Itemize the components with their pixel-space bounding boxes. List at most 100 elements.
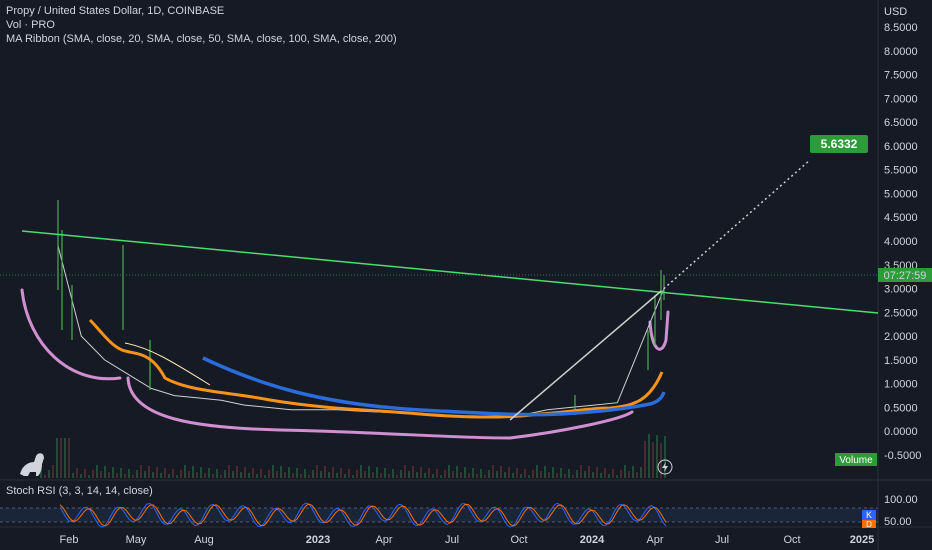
volume-bar bbox=[268, 470, 270, 478]
volume-bar bbox=[284, 472, 286, 478]
annotation-arc-bottom bbox=[126, 376, 634, 440]
volume-bar bbox=[604, 468, 606, 478]
volume-bar bbox=[416, 472, 418, 478]
volume-bar bbox=[544, 466, 546, 478]
volume-bar bbox=[492, 465, 494, 478]
volume-bar bbox=[620, 470, 622, 478]
volume-bar bbox=[308, 475, 310, 478]
volume-bar bbox=[128, 469, 130, 478]
volume-bar bbox=[552, 467, 554, 478]
volume-bar bbox=[312, 470, 314, 478]
volume-bar bbox=[624, 465, 626, 478]
price-badge-text: 07:27:59 bbox=[884, 270, 927, 282]
volume-bar bbox=[160, 473, 162, 478]
volume-bar bbox=[460, 472, 462, 478]
ma50-line bbox=[124, 342, 211, 386]
volume-bar bbox=[548, 472, 550, 478]
y-tick-label: 2.0000 bbox=[884, 331, 918, 343]
stoch-d-badge bbox=[862, 520, 876, 528]
ma20-line bbox=[88, 318, 664, 419]
volume-bar bbox=[540, 471, 542, 478]
volume-bar bbox=[444, 470, 446, 478]
volume-bar bbox=[256, 474, 258, 478]
volume-bar bbox=[320, 471, 322, 478]
volume-bar bbox=[248, 473, 250, 478]
volume-bar bbox=[640, 467, 642, 478]
stoch-k-line bbox=[59, 502, 667, 528]
volume-bar bbox=[500, 466, 502, 478]
volume-bar bbox=[468, 473, 470, 478]
volume-bar bbox=[192, 466, 194, 478]
volume-bar bbox=[300, 474, 302, 478]
volume-bar bbox=[280, 466, 282, 478]
volume-bar bbox=[48, 470, 50, 478]
projection-dotted-line[interactable] bbox=[659, 159, 811, 293]
volume-bar bbox=[428, 468, 430, 478]
x-tick-label: May bbox=[126, 534, 147, 546]
ma-ribbon-legend[interactable]: MA Ribbon (SMA, close, 20, SMA, close, 5… bbox=[6, 33, 397, 45]
volume-bar bbox=[236, 466, 238, 478]
y-tick-label: 7.5000 bbox=[884, 70, 918, 82]
volume-bar bbox=[180, 470, 182, 478]
volume-bar bbox=[288, 467, 290, 478]
volume-bar bbox=[448, 465, 450, 478]
descending-trendline[interactable] bbox=[21, 230, 879, 314]
volume-bar bbox=[564, 474, 566, 478]
stoch-axis-100: 100.00 bbox=[884, 494, 918, 506]
volume-bar bbox=[352, 475, 354, 478]
ma100-line bbox=[202, 356, 666, 417]
volume-bar bbox=[120, 468, 122, 478]
time-axis[interactable]: Feb May Aug 2023 Apr Jul Oct 2024 Apr Jul Oct 2025 bbox=[60, 534, 875, 546]
price-badge bbox=[878, 268, 932, 282]
volume-bar bbox=[516, 468, 518, 478]
volume-bar bbox=[592, 472, 594, 478]
stoch-rsi-legend[interactable]: Stoch RSI (3, 3, 14, 14, close) bbox=[6, 485, 153, 497]
volume-bar bbox=[508, 467, 510, 478]
volume-bar bbox=[264, 475, 266, 478]
projection-line[interactable] bbox=[509, 291, 661, 421]
volume-bar bbox=[224, 470, 226, 478]
volume-bar bbox=[488, 470, 490, 478]
annotation-arc-left bbox=[20, 288, 122, 381]
target-label[interactable]: 5.6332 bbox=[810, 135, 868, 153]
y-tick-label: 3.0000 bbox=[884, 284, 918, 296]
volume-bar bbox=[400, 470, 402, 478]
volume-bar bbox=[504, 472, 506, 478]
volume-bar bbox=[228, 465, 230, 478]
volume-bar bbox=[124, 474, 126, 478]
dinosaur-icon bbox=[20, 453, 44, 476]
volume-bar bbox=[108, 472, 110, 478]
symbol-legend[interactable]: Propy / United States Dollar, 1D, COINBA… bbox=[6, 5, 225, 17]
y-tick-label: 5.0000 bbox=[884, 188, 918, 200]
volume-bar bbox=[260, 469, 262, 478]
volume-bar bbox=[332, 467, 334, 478]
volume-bar bbox=[560, 468, 562, 478]
x-tick-label: Apr bbox=[375, 534, 392, 546]
volume-legend[interactable]: Vol · PRO bbox=[6, 19, 55, 31]
volume-bar bbox=[472, 468, 474, 478]
x-tick-label: Aug bbox=[194, 534, 214, 546]
y-tick-label: 1.5000 bbox=[884, 355, 918, 367]
volume-bar bbox=[384, 468, 386, 478]
volume-bar bbox=[156, 467, 158, 478]
volume-bar bbox=[644, 441, 646, 478]
price-axis[interactable]: 8.5000 8.0000 7.5000 7.0000 6.5000 6.0000 5.50… bbox=[884, 22, 921, 462]
volume-bar bbox=[196, 472, 198, 478]
volume-bar bbox=[132, 475, 134, 478]
volume-bar bbox=[220, 475, 222, 478]
volume-bar bbox=[440, 475, 442, 478]
volume-bar bbox=[652, 442, 654, 478]
lightning-icon[interactable] bbox=[657, 459, 673, 475]
volume-bar bbox=[80, 474, 82, 478]
volume-bar bbox=[112, 467, 114, 478]
volume-bar bbox=[172, 469, 174, 478]
volume-bar bbox=[92, 470, 94, 478]
volume-bar bbox=[204, 473, 206, 478]
y-tick-label: 0.0000 bbox=[884, 426, 918, 438]
y-tick-label: 6.0000 bbox=[884, 141, 918, 153]
volume-bar bbox=[456, 466, 458, 478]
volume-bar bbox=[232, 471, 234, 478]
volume-bar bbox=[244, 467, 246, 478]
volume-bar bbox=[200, 467, 202, 478]
